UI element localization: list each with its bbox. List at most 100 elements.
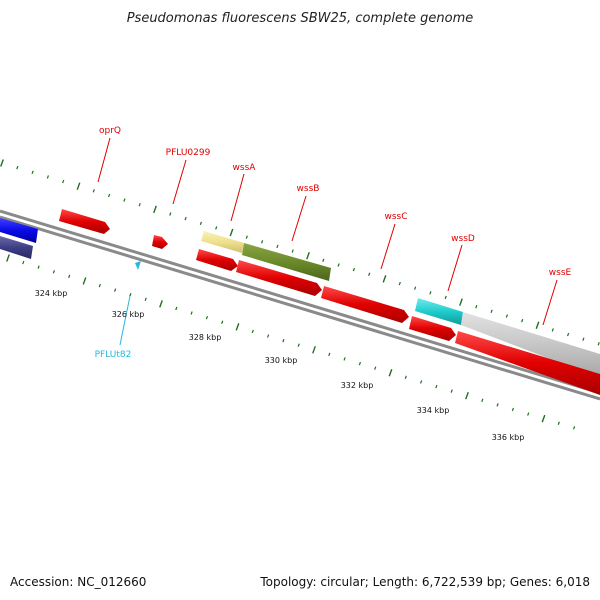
feature-wssb-outer[interactable] bbox=[242, 243, 331, 281]
tick-mark bbox=[597, 342, 600, 346]
tick-mark bbox=[459, 298, 463, 306]
tick-mark bbox=[352, 267, 356, 272]
tick-mark bbox=[235, 323, 240, 331]
tick-mark bbox=[113, 288, 117, 292]
tick-mark bbox=[475, 305, 478, 309]
kbp-label: 330 kbp bbox=[265, 356, 298, 365]
tick-mark bbox=[169, 212, 172, 216]
tick-mark bbox=[92, 189, 95, 193]
map-title: Pseudomonas fluorescens SBW25, complete … bbox=[127, 11, 474, 26]
gene-label-pflu0299: PFLU0299 bbox=[166, 148, 211, 158]
tick-mark bbox=[490, 309, 493, 314]
tick-mark bbox=[419, 380, 423, 384]
kbp-label: 334 kbp bbox=[417, 406, 450, 415]
feature-wssb[interactable] bbox=[236, 260, 322, 296]
tick-mark bbox=[312, 346, 316, 354]
genome-summary-text: Topology: circular; Length: 6,722,539 bp… bbox=[259, 575, 590, 589]
tick-mark bbox=[76, 182, 81, 190]
tick-mark bbox=[358, 361, 362, 366]
genome-backbone bbox=[0, 209, 600, 401]
tick-mark bbox=[413, 286, 417, 290]
tick-mark bbox=[37, 265, 40, 269]
tick-mark bbox=[374, 366, 377, 370]
tick-mark bbox=[368, 272, 371, 276]
tick-mark bbox=[215, 226, 218, 230]
tick-mark bbox=[450, 389, 453, 393]
tick-mark bbox=[582, 337, 585, 341]
tick-mark bbox=[521, 318, 524, 323]
tick-mark bbox=[266, 334, 270, 338]
tick-mark bbox=[337, 263, 340, 267]
feature-wssc[interactable] bbox=[321, 286, 409, 323]
tick-ring-outer bbox=[0, 159, 600, 346]
feature-blue-left[interactable] bbox=[0, 218, 38, 243]
feature-wssd[interactable] bbox=[409, 316, 456, 341]
tick-mark bbox=[123, 198, 126, 202]
feature-wsse[interactable] bbox=[455, 331, 600, 395]
gene-label-wssb: wssB bbox=[297, 184, 320, 194]
kbp-label: 332 kbp bbox=[341, 381, 374, 390]
tick-mark bbox=[260, 240, 264, 244]
accession-text: Accession: NC_012660 bbox=[10, 575, 146, 589]
gene-label-wsse: wssE bbox=[549, 268, 572, 278]
tick-mark bbox=[435, 384, 438, 389]
label-leaders bbox=[97, 137, 558, 326]
tick-mark bbox=[291, 249, 294, 253]
tick-mark bbox=[62, 179, 65, 184]
tick-mark bbox=[444, 295, 447, 300]
tick-mark bbox=[527, 412, 530, 416]
tick-mark bbox=[572, 426, 576, 430]
tick-mark bbox=[496, 403, 499, 407]
tick-mark bbox=[429, 291, 432, 295]
tick-mark bbox=[398, 281, 401, 286]
tick-ring-inner bbox=[6, 254, 576, 430]
feature-grey-outer[interactable] bbox=[461, 312, 600, 378]
kbp-label: 328 kbp bbox=[189, 333, 222, 342]
tick-mark bbox=[175, 306, 178, 311]
tick-mark bbox=[282, 338, 285, 343]
tick-mark bbox=[505, 314, 509, 318]
tick-mark bbox=[557, 421, 560, 425]
feature-cyan-outer[interactable] bbox=[415, 298, 463, 325]
tick-mark bbox=[159, 300, 163, 308]
feature-oprq[interactable] bbox=[59, 209, 110, 234]
kbp-label: 336 kbp bbox=[492, 433, 525, 442]
feature-pflut82[interactable] bbox=[135, 261, 141, 270]
feature-wssa[interactable] bbox=[196, 249, 238, 271]
tick-mark bbox=[276, 244, 279, 249]
tick-mark bbox=[68, 274, 71, 279]
tick-mark bbox=[82, 277, 87, 285]
gene-label-wssd: wssD bbox=[451, 234, 475, 244]
tick-mark bbox=[404, 375, 407, 380]
tick-mark bbox=[535, 321, 540, 329]
trna-leader bbox=[119, 295, 131, 346]
tick-mark bbox=[184, 216, 187, 221]
tick-mark bbox=[98, 283, 101, 288]
tick-mark bbox=[221, 320, 224, 324]
kbp-label: 326 kbp bbox=[112, 310, 145, 319]
gene-label-wssc: wssC bbox=[384, 212, 407, 222]
tick-mark bbox=[144, 297, 147, 302]
tick-mark bbox=[0, 159, 4, 167]
tick-mark bbox=[205, 315, 209, 320]
feature-navy-left[interactable] bbox=[0, 236, 33, 259]
tick-mark bbox=[190, 311, 193, 315]
tick-mark bbox=[343, 357, 346, 361]
tick-mark bbox=[551, 328, 554, 332]
tick-mark bbox=[31, 170, 34, 174]
feature-wssa-outer[interactable] bbox=[201, 231, 244, 253]
tick-mark bbox=[16, 165, 19, 170]
tick-mark bbox=[511, 407, 515, 412]
feature-pflu0299[interactable] bbox=[152, 235, 168, 249]
tick-mark bbox=[245, 235, 248, 239]
tick-mark bbox=[481, 398, 484, 402]
tick-mark bbox=[6, 254, 10, 262]
tick-mark bbox=[251, 329, 254, 334]
gene-label-oprq: oprQ bbox=[99, 126, 121, 136]
tick-mark bbox=[229, 228, 234, 237]
tick-mark bbox=[107, 193, 111, 198]
kbp-labels: 324 kbp 326 kbp 328 kbp 330 kbp 332 kbp … bbox=[35, 289, 525, 442]
gene-label-wssa: wssA bbox=[233, 163, 257, 173]
